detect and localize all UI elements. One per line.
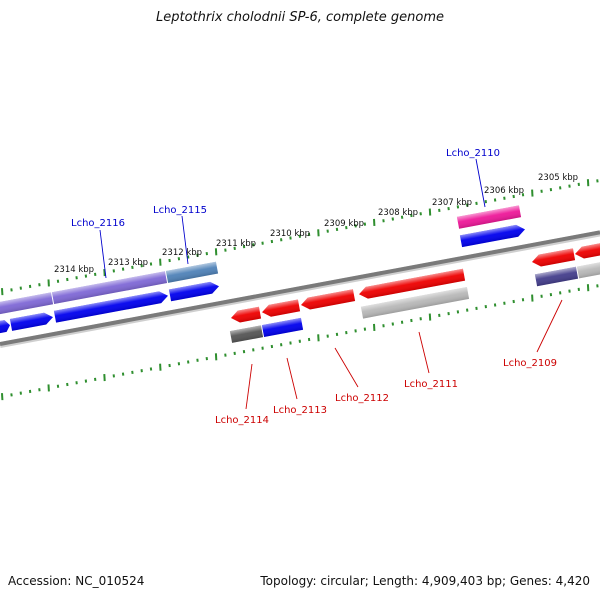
gene-lcho-2110-cog-bar-shine: [457, 205, 521, 228]
leader-line-reverse: [246, 364, 252, 409]
gene-lcho-2114-cog-bar: [230, 325, 263, 343]
gene-label-reverse: Lcho_2114: [215, 415, 269, 426]
gene-lcho-2110-arrow: [460, 223, 526, 247]
gene-lcho-2115-cog-bar-shine: [166, 262, 218, 283]
gene-label-reverse: Lcho_2112: [335, 393, 389, 404]
gene-lcho-2109-arrow: [531, 248, 575, 268]
gene-label-forward: Lcho_2116: [71, 218, 125, 229]
accession-text: Accession: NC_010524: [8, 574, 144, 588]
gene-lcho-2115-arrow: [169, 280, 220, 301]
gene-lcho-2112-arrow-shine: [300, 289, 355, 311]
scale-label: 2310 kbp: [270, 229, 310, 239]
genome-title: Leptothrix cholodnii SP-6, complete geno…: [0, 10, 600, 25]
gene-lcho-2114-cog-bar-shine: [230, 325, 263, 343]
leader-line-reverse: [335, 348, 358, 387]
gene-label-reverse: Lcho_2111: [404, 379, 458, 390]
gene-lcho-2117b-arrow: [10, 311, 54, 331]
leader-line-forward: [100, 230, 106, 278]
scale-label: 2307 kbp: [432, 198, 472, 208]
gene-lcho-2108-cog-bar-shine: [577, 262, 600, 279]
scale-label: 2311 kbp: [216, 239, 256, 249]
gene-lcho-2109-arrow-shine: [531, 248, 575, 268]
gene-lcho-2115-cog-bar: [166, 262, 218, 283]
gene-lcho-2108-cog-bar: [577, 262, 600, 279]
gene-lcho-2109-cog-bar-shine: [535, 267, 578, 286]
scale-label: 2309 kbp: [324, 219, 364, 229]
gene-lcho-2113-arrow: [261, 299, 300, 318]
scale-label: 2305 kbp: [538, 173, 578, 183]
gene-lcho-2115-arrow-shine: [169, 280, 220, 301]
gene-lcho-2108-arrow: [574, 243, 600, 260]
leader-line-forward: [476, 159, 485, 207]
gene-label-forward: Lcho_2110: [446, 148, 500, 159]
gene-lcho-2113-cog-bar-shine: [262, 318, 303, 337]
leader-line-reverse: [419, 332, 429, 373]
gene-lcho-2112-arrow: [300, 289, 355, 311]
gene-lcho-2117b-arrow-shine: [10, 311, 54, 331]
gene-lcho-2110-cog-bar: [457, 205, 521, 228]
leader-line-reverse: [537, 300, 562, 352]
gene-lcho-2114-arrow: [230, 307, 261, 324]
gene-lcho-2117-arrow: [0, 319, 11, 334]
scale-label: 2308 kbp: [378, 208, 418, 218]
scale-label: 2314 kbp: [54, 265, 94, 275]
gene-lcho-2113-cog-bar: [262, 318, 303, 337]
gene-lcho-2109-cog-bar: [535, 267, 578, 286]
gene-lcho-2108-arrow-shine: [574, 243, 600, 260]
gene-lcho-2114-arrow-shine: [230, 307, 261, 324]
inner-tick-track: [2, 284, 598, 400]
scale-label: 2306 kbp: [484, 186, 524, 196]
gene-lcho-2117-cog-bar: [0, 292, 53, 314]
gene-label-forward: Lcho_2115: [153, 205, 207, 216]
scale-labels: 2314 kbp 2313 kbp 2312 kbp 2311 kbp 2310 kbp…: [54, 173, 578, 275]
leader-line-reverse: [287, 358, 297, 399]
gene-lcho-2113-arrow-shine: [261, 299, 300, 318]
scale-label: 2313 kbp: [108, 258, 148, 268]
gene-label-reverse: Lcho_2109: [503, 358, 557, 369]
gene-lcho-2117-arrow-shine: [0, 319, 11, 334]
gene-lcho-2117-cog-bar-shine: [0, 292, 53, 314]
scale-label: 2312 kbp: [162, 248, 202, 258]
genome-summary-text: Topology: circular; Length: 4,909,403 bp…: [260, 574, 590, 588]
gene-lcho-2110-arrow-shine: [460, 223, 526, 247]
gene-label-reverse: Lcho_2113: [273, 405, 327, 416]
